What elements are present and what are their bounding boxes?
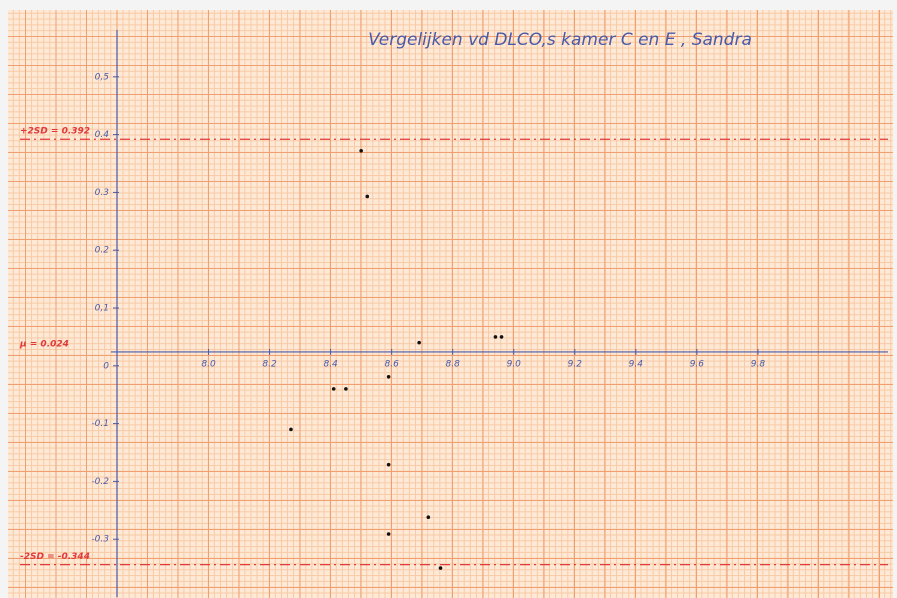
x-tick-label: 8.8 [446, 359, 461, 369]
point [332, 387, 336, 391]
point [387, 463, 391, 467]
page: Vergelijken vd DLCO,s kamer C en E , San… [0, 0, 897, 598]
x-tick-label: 8.4 [323, 359, 338, 369]
chart: Vergelijken vd DLCO,s kamer C en E , San… [0, 0, 897, 598]
y-tick-label: 0.3 [95, 188, 110, 198]
x-tick-label: 8.2 [262, 359, 277, 369]
point [417, 341, 421, 345]
y-tick-label: -0.3 [91, 535, 109, 545]
x-tick-label: 9.8 [751, 359, 766, 369]
point [427, 515, 431, 519]
reference-label: μ = 0.024 [19, 339, 69, 349]
x-tick-label: 8.6 [385, 359, 400, 369]
point [500, 335, 504, 339]
y-tick-label: 0.4 [95, 130, 110, 140]
point [387, 532, 391, 536]
x-tick-label: 9.2 [568, 359, 583, 369]
y-tick-label: 0,1 [95, 304, 109, 314]
x-tick-label: 9.0 [507, 359, 522, 369]
point [289, 428, 293, 432]
point [439, 566, 443, 570]
y-tick-label: 0,5 [95, 72, 110, 82]
reference-label: -2SD = -0.344 [20, 552, 90, 562]
point [494, 335, 498, 339]
chart-title: Vergelijken vd DLCO,s kamer C en E , San… [368, 30, 752, 50]
x-tick-label: 9.6 [690, 359, 705, 369]
y-tick-label: 0.2 [95, 246, 110, 256]
y-tick-label: -0.2 [91, 477, 109, 487]
point [344, 387, 348, 391]
x-tick-label: 8.0 [201, 359, 216, 369]
y-tick-label: 0 [103, 361, 109, 371]
x-tick-label: 9.4 [629, 359, 644, 369]
point [365, 195, 369, 199]
reference-label: +2SD = 0.392 [20, 127, 90, 137]
point [387, 375, 391, 379]
y-tick-label: -0.1 [91, 419, 109, 429]
point [359, 149, 363, 153]
